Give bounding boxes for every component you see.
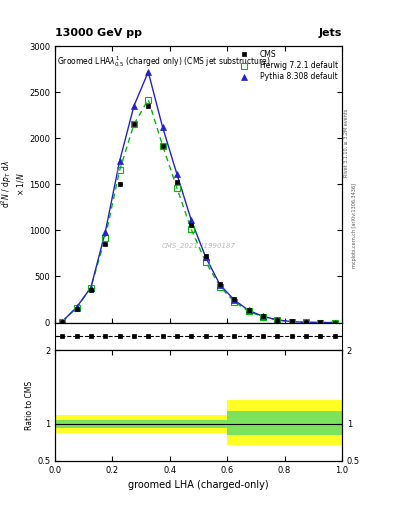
Herwig 7.2.1 default: [218, 284, 222, 290]
Herwig 7.2.1 default: [103, 234, 108, 241]
Herwig 7.2.1 default: [174, 185, 179, 191]
CMS: [246, 307, 251, 313]
Pythia 8.308 default: [60, 318, 64, 325]
Line: CMS: CMS: [60, 103, 337, 325]
Herwig 7.2.1 default: [132, 121, 136, 127]
Line: Herwig 7.2.1 default: Herwig 7.2.1 default: [59, 96, 338, 326]
Pythia 8.308 default: [332, 319, 337, 326]
Text: 13000 GeV pp: 13000 GeV pp: [55, 28, 142, 38]
CMS: [60, 318, 64, 325]
CMS: [88, 287, 93, 293]
Herwig 7.2.1 default: [289, 318, 294, 325]
Herwig 7.2.1 default: [246, 308, 251, 314]
Herwig 7.2.1 default: [275, 317, 280, 323]
Pythia 8.308 default: [88, 285, 93, 291]
Herwig 7.2.1 default: [332, 319, 337, 326]
Text: Groomed LHA$\lambda^{1}_{0.5}$ (charged only) (CMS jet substructure): Groomed LHA$\lambda^{1}_{0.5}$ (charged …: [57, 54, 271, 69]
Pythia 8.308 default: [246, 307, 251, 313]
CMS: [103, 241, 108, 247]
Pythia 8.308 default: [103, 229, 108, 236]
Herwig 7.2.1 default: [232, 299, 237, 305]
Herwig 7.2.1 default: [318, 319, 323, 326]
X-axis label: groomed LHA (charged-only): groomed LHA (charged-only): [128, 480, 269, 490]
Herwig 7.2.1 default: [189, 226, 194, 232]
Pythia 8.308 default: [289, 318, 294, 325]
Text: Jets: Jets: [319, 28, 342, 38]
Pythia 8.308 default: [275, 317, 280, 323]
CMS: [74, 306, 79, 312]
Herwig 7.2.1 default: [74, 305, 79, 311]
CMS: [189, 222, 194, 228]
Legend: CMS, Herwig 7.2.1 default, Pythia 8.308 default: CMS, Herwig 7.2.1 default, Pythia 8.308 …: [235, 50, 338, 81]
CMS: [275, 316, 280, 323]
Text: CMS_2021_I1990187: CMS_2021_I1990187: [162, 242, 235, 248]
Pythia 8.308 default: [218, 282, 222, 288]
Text: mcplots.cern.ch [arXiv:1306.3436]: mcplots.cern.ch [arXiv:1306.3436]: [352, 183, 357, 268]
Pythia 8.308 default: [232, 297, 237, 303]
Pythia 8.308 default: [117, 158, 122, 164]
Pythia 8.308 default: [203, 254, 208, 260]
Herwig 7.2.1 default: [117, 167, 122, 174]
Pythia 8.308 default: [261, 313, 265, 319]
Herwig 7.2.1 default: [304, 319, 309, 326]
Pythia 8.308 default: [174, 171, 179, 177]
CMS: [318, 319, 323, 326]
CMS: [218, 281, 222, 287]
Y-axis label: $\mathrm{d}^2N$ / $\mathrm{d}p_T$ $\mathrm{d}\lambda$
$\times$ $1/N$: $\mathrm{d}^2N$ / $\mathrm{d}p_T$ $\math…: [0, 160, 26, 208]
Pythia 8.308 default: [189, 217, 194, 223]
CMS: [160, 142, 165, 148]
Y-axis label: Ratio to CMS: Ratio to CMS: [25, 381, 34, 430]
CMS: [117, 181, 122, 187]
Line: Pythia 8.308 default: Pythia 8.308 default: [59, 69, 338, 326]
Herwig 7.2.1 default: [261, 314, 265, 320]
CMS: [289, 318, 294, 325]
CMS: [261, 313, 265, 319]
Herwig 7.2.1 default: [160, 142, 165, 148]
Text: Rivet 3.1.10, ≥ 3.2M events: Rivet 3.1.10, ≥ 3.2M events: [344, 109, 349, 178]
Herwig 7.2.1 default: [146, 96, 151, 102]
CMS: [232, 296, 237, 302]
Herwig 7.2.1 default: [60, 318, 64, 325]
CMS: [146, 103, 151, 109]
Pythia 8.308 default: [132, 103, 136, 109]
Pythia 8.308 default: [74, 304, 79, 310]
CMS: [132, 121, 136, 127]
CMS: [203, 253, 208, 259]
Pythia 8.308 default: [318, 319, 323, 326]
CMS: [332, 319, 337, 326]
Pythia 8.308 default: [146, 69, 151, 75]
CMS: [304, 319, 309, 325]
Herwig 7.2.1 default: [203, 259, 208, 265]
CMS: [174, 179, 179, 185]
Pythia 8.308 default: [304, 319, 309, 326]
Pythia 8.308 default: [160, 124, 165, 130]
Herwig 7.2.1 default: [88, 285, 93, 291]
